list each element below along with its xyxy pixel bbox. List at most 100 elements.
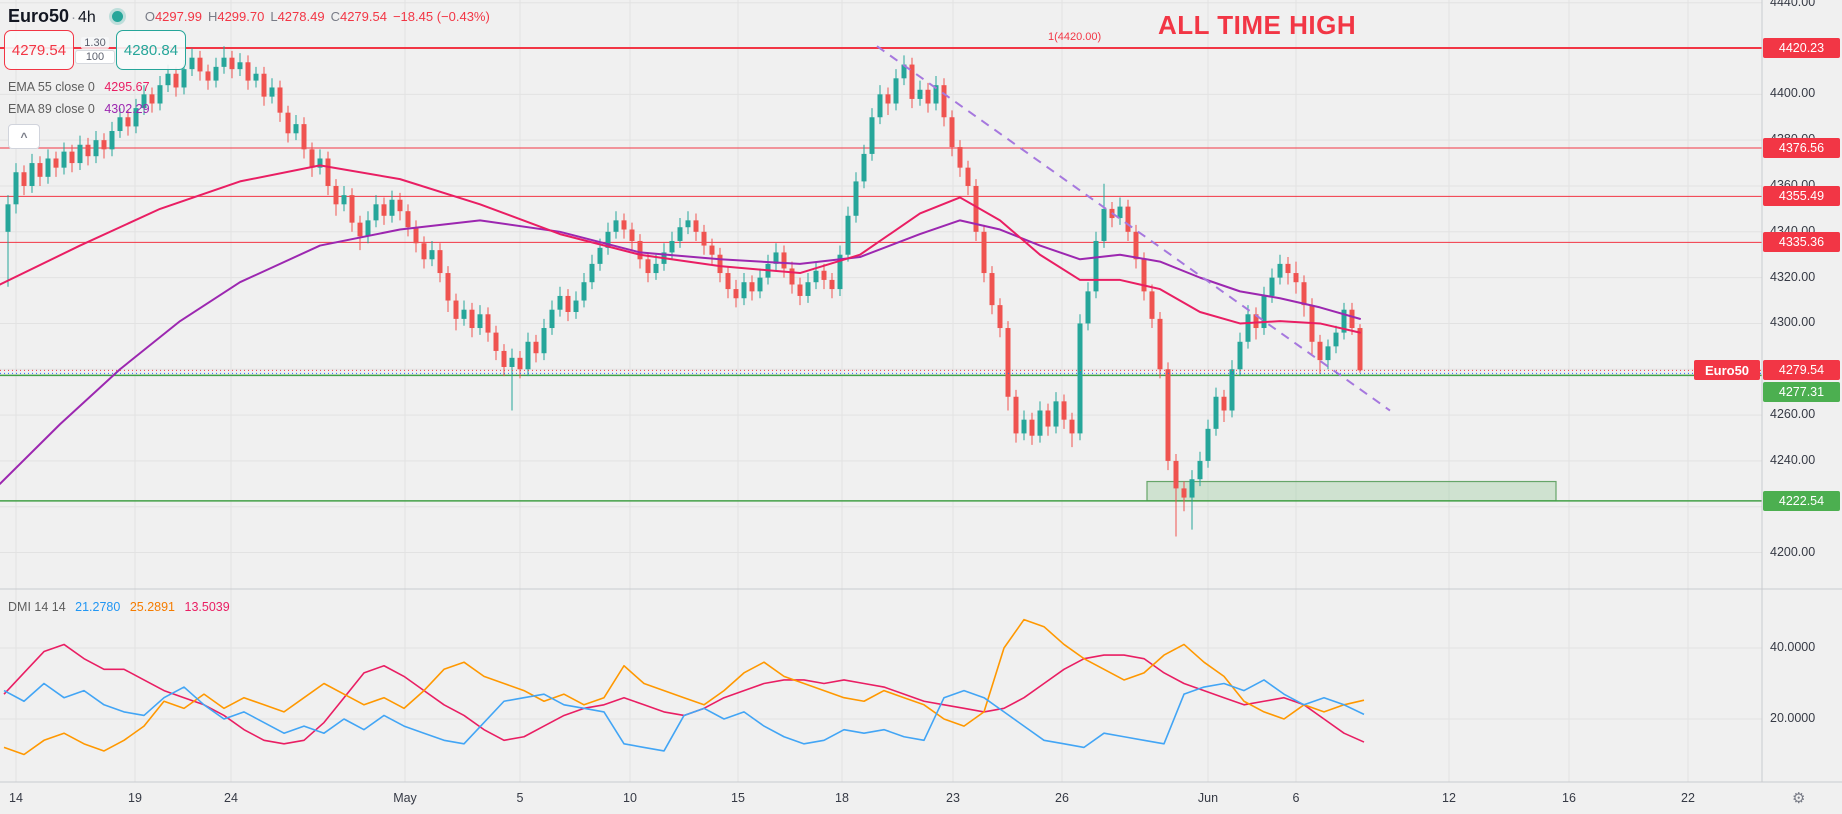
candle-body <box>1357 328 1363 371</box>
candle-body <box>349 195 355 223</box>
indicator-legend-ema55[interactable]: EMA 55 close 0 4295.67 <box>8 80 150 94</box>
candle-body <box>1285 263 1291 274</box>
candle-body <box>389 199 395 216</box>
level-price-badge: 4355.49 <box>1763 186 1840 207</box>
candle-body <box>621 220 627 230</box>
candle-body <box>541 328 547 354</box>
candle-body <box>61 151 67 168</box>
ema89-value: 4302.29 <box>104 102 150 116</box>
all-time-high-annotation: ALL TIME HIGH <box>1158 10 1357 40</box>
candle-body <box>213 66 219 81</box>
interval-label[interactable]: 4h <box>78 9 96 26</box>
candle-body <box>1325 346 1331 361</box>
candle-body <box>245 62 251 81</box>
candle-body <box>677 227 683 241</box>
candle-body <box>333 185 339 205</box>
candle-body <box>653 263 659 274</box>
open-value: 4297.99 <box>154 9 202 24</box>
candle-body <box>381 204 387 216</box>
candle-body <box>1053 401 1059 427</box>
symbol-legend[interactable]: Euro50 · 4h O4297.99 H4299.70 L4278.49 C… <box>8 6 490 27</box>
candle-body <box>917 89 923 99</box>
candle-body <box>733 289 739 299</box>
candle-body <box>573 300 579 312</box>
candle-body <box>1037 410 1043 436</box>
candle-body <box>781 252 787 269</box>
timezone-settings-gear-icon[interactable]: ⚙ <box>1792 790 1806 807</box>
symbol-name[interactable]: Euro50 <box>8 6 70 26</box>
candle-body <box>181 69 187 88</box>
candle-body <box>1013 396 1019 434</box>
candle-body <box>877 94 883 118</box>
high-value: 4299.70 <box>217 9 265 24</box>
candle-body <box>125 117 131 127</box>
candle-body <box>1093 240 1099 292</box>
candle-body <box>957 147 963 168</box>
candle-body <box>437 250 443 274</box>
ticker-price-badge: Euro50 <box>1694 360 1760 381</box>
dmi-legend[interactable]: DMI 14 14 21.2780 25.2891 13.5039 <box>8 600 230 614</box>
candle-body <box>117 117 123 132</box>
sell-button[interactable]: 4279.54 <box>4 30 74 70</box>
candle-body <box>509 357 515 367</box>
candle-body <box>685 220 691 228</box>
price-axis-label: 4300.00 <box>1770 315 1816 330</box>
candle-body <box>445 273 451 301</box>
candle-body <box>805 282 811 296</box>
symbol-separator: · <box>71 9 77 26</box>
candle-body <box>1157 318 1163 370</box>
candle-body <box>501 350 507 367</box>
quantity-field[interactable]: 100 <box>75 49 115 64</box>
time-axis-label: 6 <box>1292 791 1300 805</box>
buy-button[interactable]: 4280.84 <box>116 30 186 70</box>
candle-body <box>1101 208 1107 241</box>
candle-body <box>1261 295 1267 329</box>
time-axis-label: 12 <box>1442 791 1456 805</box>
candle-body <box>365 220 371 237</box>
candle-body <box>1269 277 1275 296</box>
candle-body <box>933 85 939 104</box>
candle-body <box>1117 206 1123 219</box>
time-axis-label: 23 <box>946 791 960 805</box>
candle-body <box>261 73 267 97</box>
candle-body <box>837 254 843 290</box>
level-price-badge: 4420.23 <box>1763 38 1840 58</box>
indicator-legend-ema89[interactable]: EMA 89 close 0 4302.29 <box>8 102 150 116</box>
candle-body <box>669 240 675 253</box>
candle-body <box>549 309 555 329</box>
candle-body <box>773 252 779 264</box>
level-price-badge: 4335.36 <box>1763 232 1840 253</box>
time-axis-label: 16 <box>1562 791 1576 805</box>
market-status-icon[interactable] <box>111 11 123 22</box>
price-axis-label: 4440.00 <box>1770 0 1816 9</box>
candle-body <box>1165 369 1171 461</box>
candle-body <box>101 140 107 150</box>
time-axis-label: 10 <box>623 791 637 805</box>
time-axis-label: 15 <box>731 791 745 805</box>
candle-body <box>1029 419 1035 436</box>
candle-body <box>477 314 483 329</box>
price-axis-label: 4400.00 <box>1770 86 1816 101</box>
candle-body <box>565 295 571 312</box>
price-axis-label: 4320.00 <box>1770 269 1816 284</box>
candle-body <box>1293 273 1299 283</box>
candle-body <box>45 158 51 177</box>
candle-body <box>749 282 755 292</box>
candle-body <box>813 270 819 283</box>
low-value: 4278.49 <box>277 9 325 24</box>
candle-body <box>869 117 875 154</box>
collapse-legend-button[interactable]: ^ <box>8 124 40 149</box>
time-axis-label: 14 <box>9 791 23 805</box>
candle-body <box>149 94 155 104</box>
candle-body <box>525 341 531 370</box>
candle-body <box>461 309 467 319</box>
candle-body <box>709 245 715 255</box>
candle-body <box>357 222 363 237</box>
candle-body <box>941 85 947 118</box>
candle-body <box>629 229 635 241</box>
dmi-plus-di-line <box>3 679 1365 752</box>
dmi-plus-di-value: 21.2780 <box>75 600 121 614</box>
candle-body <box>861 153 867 182</box>
candle-body <box>53 158 59 168</box>
